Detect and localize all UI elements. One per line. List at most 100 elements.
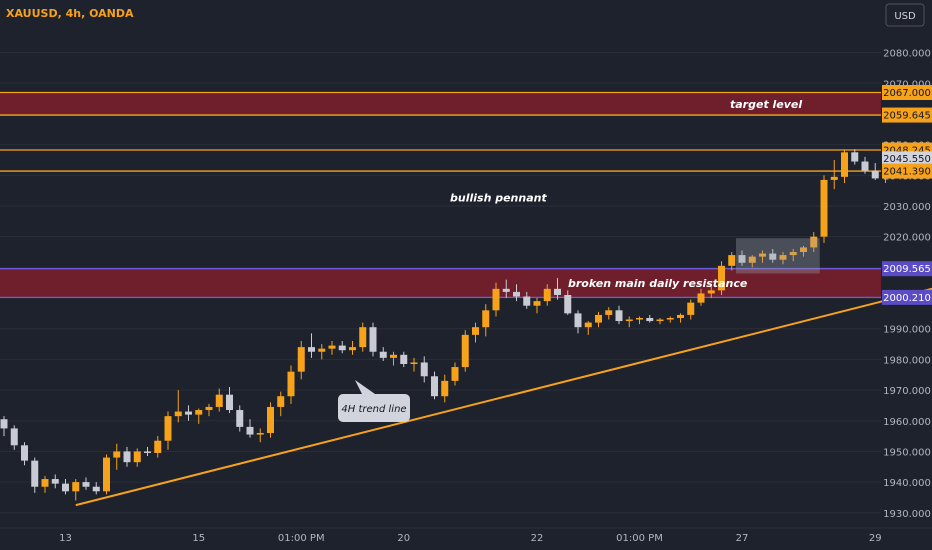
price-tag: 2009.565	[882, 261, 932, 277]
candle-body	[420, 362, 428, 377]
candle	[707, 285, 715, 299]
candle	[246, 419, 254, 438]
candle	[410, 357, 418, 372]
candle	[615, 305, 623, 325]
price-tick-label: 1970.000	[883, 386, 931, 397]
candle	[523, 291, 531, 309]
candle-body	[123, 451, 131, 463]
candle-body	[451, 367, 459, 381]
candle	[72, 479, 80, 501]
candle-body	[554, 288, 561, 295]
price-tag-label: 2059.645	[883, 111, 931, 122]
candle	[718, 261, 725, 295]
candle-body	[51, 479, 59, 484]
candle-body	[461, 334, 469, 368]
candle-body	[800, 247, 807, 253]
candle-body	[246, 426, 254, 435]
candle-body	[810, 236, 818, 248]
candle	[41, 475, 49, 493]
callout-pointer	[355, 380, 375, 394]
price-tag-box	[882, 261, 932, 277]
candle	[533, 298, 541, 314]
candle-body	[636, 317, 643, 320]
candle-body	[174, 411, 182, 417]
candle	[636, 316, 643, 325]
candle-body	[21, 445, 28, 461]
candle	[554, 278, 561, 300]
candle-body	[677, 314, 684, 318]
candle	[513, 284, 520, 302]
candle-body	[830, 176, 838, 180]
candle	[871, 163, 879, 180]
candle-body	[789, 252, 797, 256]
candle	[369, 322, 377, 357]
candle	[400, 351, 408, 368]
candle	[144, 446, 151, 457]
candle	[451, 362, 459, 386]
candle-body	[851, 152, 859, 162]
candle	[174, 390, 182, 423]
candle	[779, 252, 787, 265]
candle	[574, 310, 582, 334]
candle-body	[338, 345, 346, 351]
candle	[308, 333, 315, 358]
candle	[277, 391, 285, 417]
candle-body	[564, 294, 572, 314]
candle	[133, 448, 141, 467]
candle	[51, 474, 59, 489]
time-tick-label: 15	[192, 533, 205, 544]
candle	[502, 279, 510, 299]
drawings-layer	[75, 238, 932, 507]
price-tag: 2041.390	[882, 163, 932, 179]
candle-body	[379, 351, 387, 358]
candle-body	[820, 179, 828, 237]
candle	[215, 388, 223, 412]
candle	[92, 482, 100, 495]
candle-body	[226, 394, 233, 411]
candle	[297, 340, 305, 380]
price-axis[interactable]: 1930.000 1940.000 1950.000 1960.000 1970.000…	[882, 49, 932, 520]
candle	[185, 405, 192, 421]
candle	[123, 446, 131, 467]
candle	[564, 290, 572, 315]
currency-button[interactable]: USD	[885, 3, 925, 27]
candle-body	[297, 347, 305, 372]
candle	[349, 340, 356, 355]
candle	[390, 351, 397, 366]
price-tag-label: 2048.245	[883, 146, 931, 157]
annotation-target-level: target level	[730, 98, 802, 111]
price-tag-label: 2000.210	[883, 293, 931, 304]
candle-body	[502, 288, 510, 292]
candle	[318, 344, 326, 360]
candle-body	[533, 301, 541, 306]
callout-box	[338, 394, 410, 422]
candle	[748, 255, 756, 268]
price-tick-label: 1990.000	[883, 325, 931, 336]
candle-body	[595, 314, 602, 323]
candle-body	[82, 482, 90, 487]
candle-body	[697, 293, 705, 303]
price-tick-label: 1960.000	[883, 417, 931, 428]
candle-body	[215, 394, 223, 407]
candle	[103, 454, 110, 495]
candle-body	[328, 345, 336, 349]
candle-body	[31, 460, 39, 487]
candle	[861, 156, 869, 174]
price-tag-label: 2045.550	[883, 154, 931, 165]
price-tag-box	[882, 107, 932, 123]
candle	[789, 248, 797, 262]
candle	[431, 371, 438, 400]
candle-body	[0, 419, 8, 429]
candle	[800, 245, 807, 257]
symbol-title: XAUUSD, 4h, OANDA	[6, 7, 134, 20]
candle-body	[707, 290, 715, 294]
candle	[379, 347, 387, 361]
time-tick-label: 29	[869, 533, 882, 544]
candle	[738, 250, 746, 266]
candle	[328, 340, 336, 355]
candle-body	[472, 327, 479, 335]
candle-body	[236, 410, 244, 427]
candle	[21, 442, 28, 466]
